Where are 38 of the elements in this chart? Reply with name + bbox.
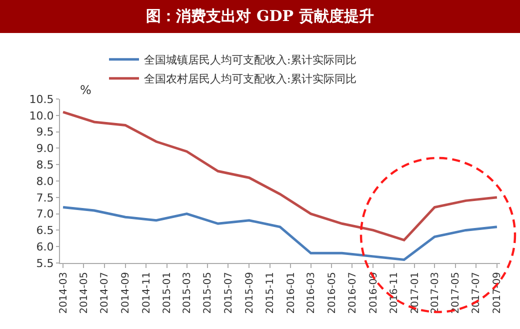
y-tick-label: 6.5 — [36, 224, 54, 238]
y-axis-title: % — [80, 83, 92, 97]
x-tick-label: 2017-05 — [450, 272, 462, 314]
y-tick-label: 9.0 — [36, 142, 54, 156]
line-series — [62, 110, 498, 242]
x-tick-label: 2015-07 — [223, 272, 234, 314]
x-tick-label: 2016-07 — [347, 272, 358, 314]
x-tick-label: 2016-09 — [368, 272, 380, 314]
x-tick-label: 2017-09 — [492, 272, 504, 314]
x-tick-label: 2016-01 — [286, 272, 297, 314]
x-tick-label: 2016-11 — [389, 272, 400, 314]
x-tick-label: 2015-09 — [244, 272, 256, 314]
y-tick-label: 10.0 — [29, 109, 54, 122]
x-tick-label: 2014-11 — [141, 272, 152, 314]
x-tick-label: 2014-09 — [120, 272, 132, 314]
x-tick-label: 2016-05 — [326, 272, 338, 314]
legend-label: 全国农村居民人均可支配收入:累计实际同比 — [144, 72, 357, 86]
y-tick-label: 9.5 — [36, 126, 54, 139]
y-tick-label: 7.5 — [36, 191, 54, 204]
x-tick-label: 2015-03 — [182, 272, 194, 314]
line-series — [62, 206, 498, 261]
x-tick-label: 2015-11 — [265, 272, 276, 314]
y-tick-label: 8.0 — [36, 174, 54, 188]
x-tick-label: 2014-05 — [78, 272, 90, 314]
y-tick-label: 10.5 — [29, 92, 54, 106]
x-tick-label: 2014-03 — [58, 272, 70, 314]
x-tick-label: 2017-01 — [410, 272, 421, 314]
x-tick-label: 2016-03 — [306, 272, 318, 314]
x-tick-label: 2017-03 — [430, 272, 441, 314]
chart-title: 图：消费支出对 GDP 贡献度提升 — [0, 0, 520, 33]
x-tick-label: 2015-01 — [162, 272, 174, 314]
y-tick-label: 6.0 — [36, 240, 54, 254]
x-tick-label: 2014-07 — [100, 272, 111, 314]
y-tick-label: 7.0 — [36, 208, 54, 221]
y-tick-label: 5.5 — [36, 256, 54, 270]
legend-label: 全国城镇居民人均可支配收入:累计实际同比 — [144, 54, 357, 67]
x-tick-label: 2015-05 — [202, 272, 214, 314]
y-tick-label: 8.5 — [36, 158, 54, 172]
